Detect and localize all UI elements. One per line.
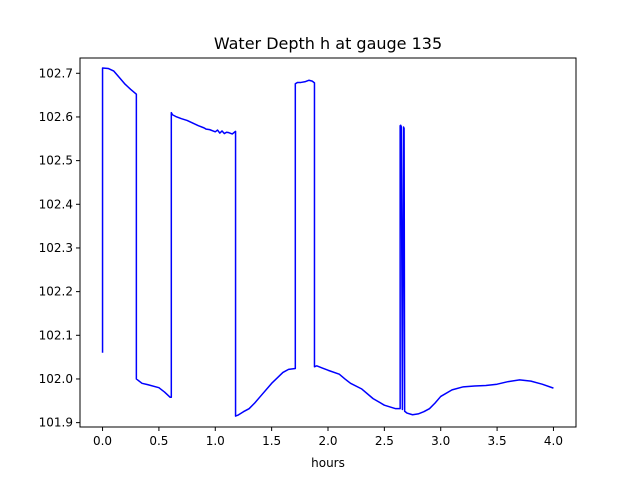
x-tick-label: 4.0 [544, 434, 563, 448]
x-axis: 0.0 0.5 1.0 1.5 2.0 2.5 3.0 3.5 4.0 [93, 427, 563, 448]
y-tick-label: 102.2 [39, 285, 73, 299]
x-tick-label: 1.0 [206, 434, 225, 448]
plot-layer [101, 67, 554, 417]
x-tick-label: 3.0 [431, 434, 450, 448]
x-tick-label: 0.5 [149, 434, 168, 448]
x-axis-label: hours [311, 456, 345, 470]
y-tick-label: 101.9 [39, 416, 73, 430]
y-axis: 101.9 102.0 102.1 102.2 102.3 102.4 102.5 102.6… [39, 66, 80, 430]
x-tick-label: 2.5 [375, 434, 394, 448]
series-line-0 [101, 67, 554, 417]
x-tick-label: 3.5 [488, 434, 507, 448]
y-tick-label: 102.5 [39, 154, 73, 168]
y-tick-label: 102.1 [39, 328, 73, 342]
chart-title: Water Depth h at gauge 135 [214, 34, 442, 53]
x-tick-label: 2.0 [318, 434, 337, 448]
y-tick-label: 102.0 [39, 372, 73, 386]
x-tick-label: 0.0 [93, 434, 112, 448]
y-tick-label: 102.4 [39, 197, 73, 211]
y-tick-label: 102.7 [39, 66, 73, 80]
x-tick-label: 1.5 [262, 434, 281, 448]
y-tick-label: 102.6 [39, 110, 73, 124]
y-tick-label: 102.3 [39, 241, 73, 255]
